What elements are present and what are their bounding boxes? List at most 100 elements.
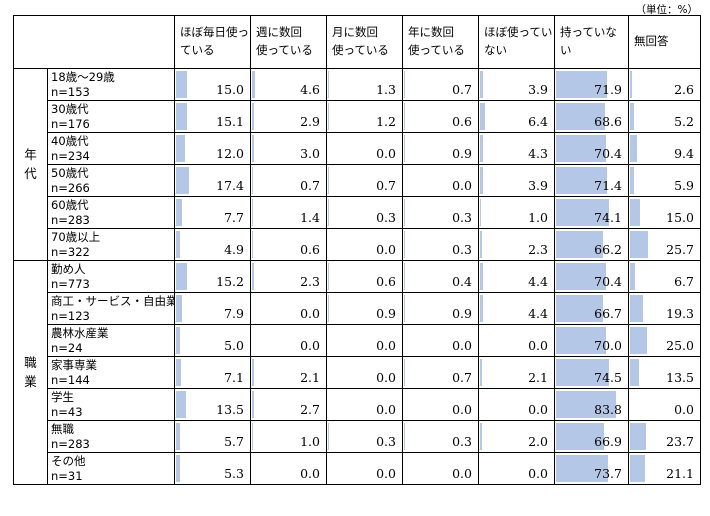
table-row: 商工・サービス・自由業 n=123 7.9 0.0 0.9 0.9 4.4 66.7 19.3 <box>14 292 701 325</box>
value-bar <box>556 295 604 322</box>
value-label: 2.1 <box>300 370 320 385</box>
value-bar <box>480 295 484 322</box>
value-label: 70.0 <box>594 338 622 353</box>
value-label: 0.0 <box>452 402 472 417</box>
value-bar <box>176 327 180 354</box>
column-header-line: 年に数回 <box>408 25 454 40</box>
row-sample-size: n=123 <box>51 308 90 323</box>
value-cell: 5.3 <box>174 452 251 485</box>
value-label: 0.3 <box>376 434 396 449</box>
value-label: 7.9 <box>224 306 244 321</box>
value-label: 0.0 <box>376 466 396 481</box>
value-bar <box>252 423 253 450</box>
value-bar <box>480 167 483 194</box>
value-label: 25.7 <box>666 242 694 257</box>
value-cell: 0.0 <box>326 356 403 389</box>
value-bar <box>252 71 256 98</box>
value-cell: 6.7 <box>628 260 701 293</box>
value-cell: 2.6 <box>628 68 701 101</box>
value-cell: 0.3 <box>402 196 479 229</box>
value-label: 4.9 <box>224 242 244 257</box>
value-label: 0.9 <box>452 146 472 161</box>
value-label: 25.0 <box>666 338 694 353</box>
value-cell: 4.9 <box>174 228 251 261</box>
value-label: 70.4 <box>594 146 622 161</box>
value-bar <box>176 423 181 450</box>
value-bar <box>556 391 616 418</box>
value-label: 0.6 <box>376 274 396 289</box>
value-label: 4.4 <box>528 306 548 321</box>
value-bar <box>556 103 605 130</box>
value-label: 66.9 <box>594 434 622 449</box>
value-label: 3.0 <box>300 146 320 161</box>
value-label: 0.0 <box>376 242 396 257</box>
table-body: 年代 18歳～29歳 n=153 15.0 4.6 1.3 0.7 3.9 71.9 2.6 30歳… <box>13 68 701 485</box>
value-label: 21.1 <box>666 466 694 481</box>
value-label: 0.4 <box>452 274 472 289</box>
value-bar <box>630 455 645 482</box>
value-label: 3.9 <box>528 178 548 193</box>
value-cell: 2.9 <box>250 100 327 133</box>
row-label: 勤め人 n=773 <box>47 260 175 293</box>
value-cell: 25.0 <box>628 324 701 357</box>
value-bar <box>556 135 606 162</box>
value-cell: 74.5 <box>554 356 629 389</box>
value-bar <box>556 263 606 290</box>
row-label-text: 18歳～29歳 <box>51 69 115 84</box>
value-cell: 0.0 <box>326 388 403 421</box>
value-cell: 3.9 <box>478 68 555 101</box>
value-cell: 2.3 <box>478 228 555 261</box>
value-label: 0.6 <box>452 114 472 129</box>
value-cell: 5.9 <box>628 164 701 197</box>
value-cell: 2.3 <box>250 260 327 293</box>
value-label: 0.0 <box>300 338 320 353</box>
value-cell: 13.5 <box>174 388 251 421</box>
value-label: 4.3 <box>528 146 548 161</box>
value-cell: 74.1 <box>554 196 629 229</box>
value-cell: 15.1 <box>174 100 251 133</box>
value-bar <box>252 135 255 162</box>
value-bar <box>176 455 180 482</box>
value-label: 0.0 <box>528 466 548 481</box>
value-bar <box>630 423 647 450</box>
column-header: 無回答 <box>628 15 701 69</box>
value-cell: 4.6 <box>250 68 327 101</box>
column-header-line: ない <box>484 43 507 57</box>
value-cell: 66.2 <box>554 228 629 261</box>
value-bar <box>630 135 637 162</box>
value-label: 7.1 <box>224 370 244 385</box>
value-bar <box>630 327 648 354</box>
table-row: 職業勤め人 n=773 15.2 2.3 0.6 0.4 4.4 70.4 6.7 <box>13 260 701 485</box>
value-label: 66.2 <box>594 242 622 257</box>
row-label: 60歳代 n=283 <box>47 196 175 229</box>
value-label: 15.1 <box>216 114 244 129</box>
value-cell: 0.0 <box>402 164 479 197</box>
table-row: 40歳代 n=234 12.0 3.0 0.0 0.9 4.3 70.4 9.4 <box>14 132 701 165</box>
value-label: 5.2 <box>674 114 694 129</box>
group-label-char: 代 <box>24 165 37 181</box>
value-label: 0.0 <box>528 338 548 353</box>
value-bar <box>630 295 644 322</box>
table-row: 無職 n=283 5.7 1.0 0.3 0.3 2.0 66.9 23.7 <box>14 420 701 453</box>
row-sample-size: n=283 <box>51 436 90 451</box>
value-cell: 0.7 <box>250 164 327 197</box>
value-cell: 0.9 <box>402 292 479 325</box>
row-label-text: 家事専業 <box>51 357 97 372</box>
value-bar <box>630 167 635 194</box>
value-label: 0.0 <box>452 338 472 353</box>
row-label: 農林水産業 n=24 <box>47 324 175 357</box>
value-cell: 3.9 <box>478 164 555 197</box>
value-label: 71.9 <box>594 82 622 97</box>
value-label: 0.3 <box>452 242 472 257</box>
group-label-char: 業 <box>24 373 37 389</box>
value-cell: 70.4 <box>554 260 629 293</box>
value-bar <box>630 231 648 258</box>
value-cell: 70.0 <box>554 324 629 357</box>
value-label: 13.5 <box>216 402 244 417</box>
value-cell: 2.0 <box>478 420 555 453</box>
group-label-char: 職 <box>24 354 37 370</box>
corner-cell <box>13 15 175 69</box>
value-cell: 68.6 <box>554 100 629 133</box>
row-sample-size: n=773 <box>51 276 90 291</box>
value-bar <box>480 359 482 386</box>
